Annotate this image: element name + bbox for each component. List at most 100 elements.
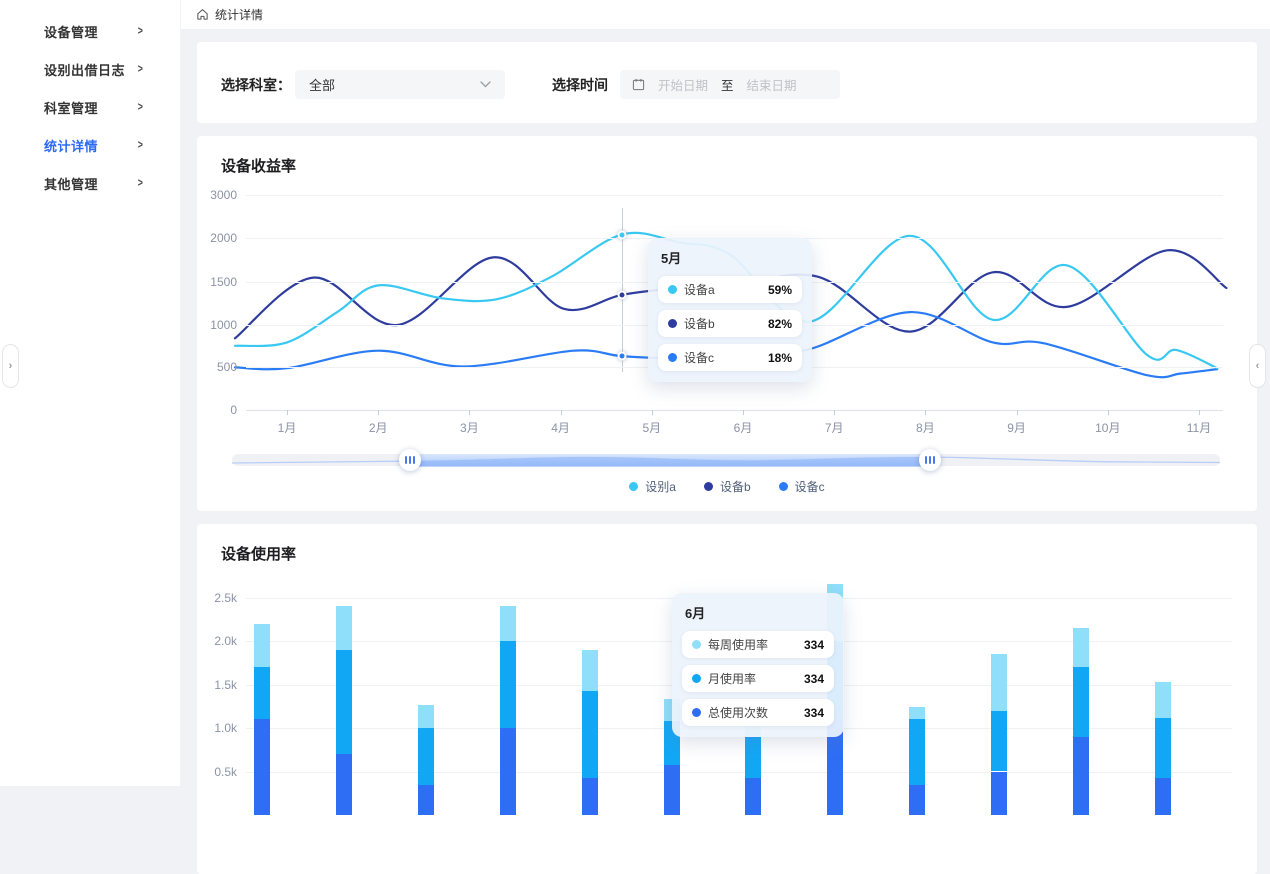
bar-segment-月使用率[interactable] [500, 641, 516, 728]
x-axis-tick [469, 410, 470, 415]
x-axis-tick [743, 410, 744, 415]
series-b-dot-icon [668, 319, 677, 328]
x-axis-label: 1月 [278, 419, 297, 436]
y-axis-label: 2000 [197, 232, 237, 244]
legend-item-a[interactable]: 设别a [629, 478, 676, 495]
x-axis-label: 5月 [642, 419, 661, 436]
gridline [246, 410, 1223, 411]
bar-segment-总使用次数[interactable] [664, 765, 680, 815]
tooltip-title: 6月 [685, 603, 834, 622]
y-axis-label: 3000 [197, 189, 237, 201]
x-axis-tick [1199, 410, 1200, 415]
tooltip-row: 每周使用率 334 [682, 631, 834, 658]
time-label: 选择时间 [552, 75, 608, 95]
bar-segment-每周使用率[interactable] [336, 606, 352, 650]
bar-segment-总使用次数[interactable] [1073, 737, 1089, 815]
bar-segment-月使用率[interactable] [1155, 718, 1171, 779]
collapse-right-button[interactable]: ‹ [1249, 344, 1266, 388]
bar-segment-总使用次数[interactable] [418, 785, 434, 815]
bar-segment-总使用次数[interactable] [254, 719, 270, 815]
start-date-placeholder[interactable]: 开始日期 [658, 75, 708, 94]
bar-segment-每周使用率[interactable] [1155, 682, 1171, 718]
breadcrumb: 统计详情 [181, 0, 1270, 30]
hover-marker-dot [617, 290, 626, 299]
x-axis-tick [652, 410, 653, 415]
legend-item-b[interactable]: 设备b [704, 478, 751, 495]
legend-item-c[interactable]: 设备c [779, 478, 825, 495]
end-date-placeholder[interactable]: 结束日期 [747, 75, 797, 94]
chevron-down-icon [480, 81, 491, 88]
bar-segment-总使用次数[interactable] [1155, 778, 1171, 815]
total-usage-dot-icon [692, 708, 701, 717]
calendar-icon [632, 78, 645, 91]
bar-segment-月使用率[interactable] [745, 737, 761, 779]
legend-dot-icon [779, 482, 788, 491]
sidebar-item-label: 设备管理 [44, 22, 98, 41]
sidebar-item-device-management[interactable]: 设备管理 > [0, 12, 180, 50]
x-axis-label: 9月 [1007, 419, 1026, 436]
content-area: 统计详情 选择科室： 全部 选择时间 开始日期 至 结束日期 设备收益率 [181, 0, 1270, 786]
date-range-picker[interactable]: 开始日期 至 结束日期 [620, 70, 840, 99]
bar-segment-月使用率[interactable] [991, 711, 1007, 772]
bar-segment-每周使用率[interactable] [909, 707, 925, 719]
x-axis-label: 4月 [551, 419, 570, 436]
hover-marker-dot [617, 230, 626, 239]
x-axis-tick [1108, 410, 1109, 415]
datazoom-right-handle[interactable] [919, 449, 941, 471]
sidebar-item-lending-log[interactable]: 设别出借日志 > [0, 50, 180, 88]
sidebar-item-label: 设别出借日志 [44, 60, 125, 79]
y-axis-label: 0 [197, 404, 237, 416]
x-axis-tick [1017, 410, 1018, 415]
bar-segment-总使用次数[interactable] [500, 728, 516, 815]
sidebar: 设备管理 > 设别出借日志 > 科室管理 > 统计详情 > 其他管理 > [0, 0, 181, 786]
hover-marker-dot [617, 352, 626, 361]
bar-segment-月使用率[interactable] [582, 691, 598, 777]
bar-segment-每周使用率[interactable] [582, 650, 598, 692]
bar-segment-月使用率[interactable] [418, 728, 434, 785]
bar-segment-总使用次数[interactable] [909, 785, 925, 815]
y-axis-label: 1.5k [197, 679, 237, 691]
bar-segment-总使用次数[interactable] [582, 778, 598, 815]
chevron-right-icon: > [138, 176, 144, 189]
y-axis-label: 500 [197, 361, 237, 373]
breadcrumb-title: 统计详情 [215, 6, 263, 23]
bar-segment-总使用次数[interactable] [745, 778, 761, 815]
x-axis-label: 10月 [1095, 419, 1120, 436]
bar-segment-月使用率[interactable] [1073, 667, 1089, 737]
sidebar-item-statistics[interactable]: 统计详情 > [0, 126, 180, 164]
tooltip-row: 设备a 59% [658, 276, 802, 303]
datazoom-track [232, 451, 1220, 469]
x-axis-label: 2月 [369, 419, 388, 436]
bar-segment-月使用率[interactable] [254, 667, 270, 719]
department-select-value: 全部 [309, 75, 335, 94]
datazoom-slider[interactable] [232, 451, 1220, 469]
y-axis-label: 2.5k [197, 592, 237, 604]
bar-segment-总使用次数[interactable] [336, 754, 352, 815]
bar-segment-月使用率[interactable] [909, 719, 925, 784]
bar-segment-每周使用率[interactable] [1073, 628, 1089, 667]
bar-segment-每周使用率[interactable] [500, 606, 516, 641]
datazoom-left-handle[interactable] [399, 449, 421, 471]
x-axis-tick [925, 410, 926, 415]
department-label: 选择科室： [221, 75, 291, 95]
chart-tooltip: 5月 设备a 59% 设备b 82% 设备c 18% [648, 238, 812, 382]
x-axis-label: 3月 [460, 419, 479, 436]
x-axis-label: 6月 [734, 419, 753, 436]
sidebar-item-other-management[interactable]: 其他管理 > [0, 164, 180, 202]
sidebar-item-label: 统计详情 [44, 136, 98, 155]
bar-segment-每周使用率[interactable] [991, 654, 1007, 711]
gridline [246, 195, 1223, 196]
chevron-right-icon: > [138, 100, 144, 113]
sidebar-item-label: 科室管理 [44, 98, 98, 117]
bar-segment-总使用次数[interactable] [991, 772, 1007, 816]
collapse-left-button[interactable]: › [2, 344, 19, 388]
legend-dot-icon [704, 482, 713, 491]
home-icon [196, 8, 209, 21]
bar-segment-每周使用率[interactable] [254, 624, 270, 667]
series-a-dot-icon [668, 285, 677, 294]
bar-segment-月使用率[interactable] [336, 650, 352, 754]
bar-segment-每周使用率[interactable] [418, 705, 434, 728]
sidebar-item-department-management[interactable]: 科室管理 > [0, 88, 180, 126]
department-select[interactable]: 全部 [295, 70, 505, 99]
